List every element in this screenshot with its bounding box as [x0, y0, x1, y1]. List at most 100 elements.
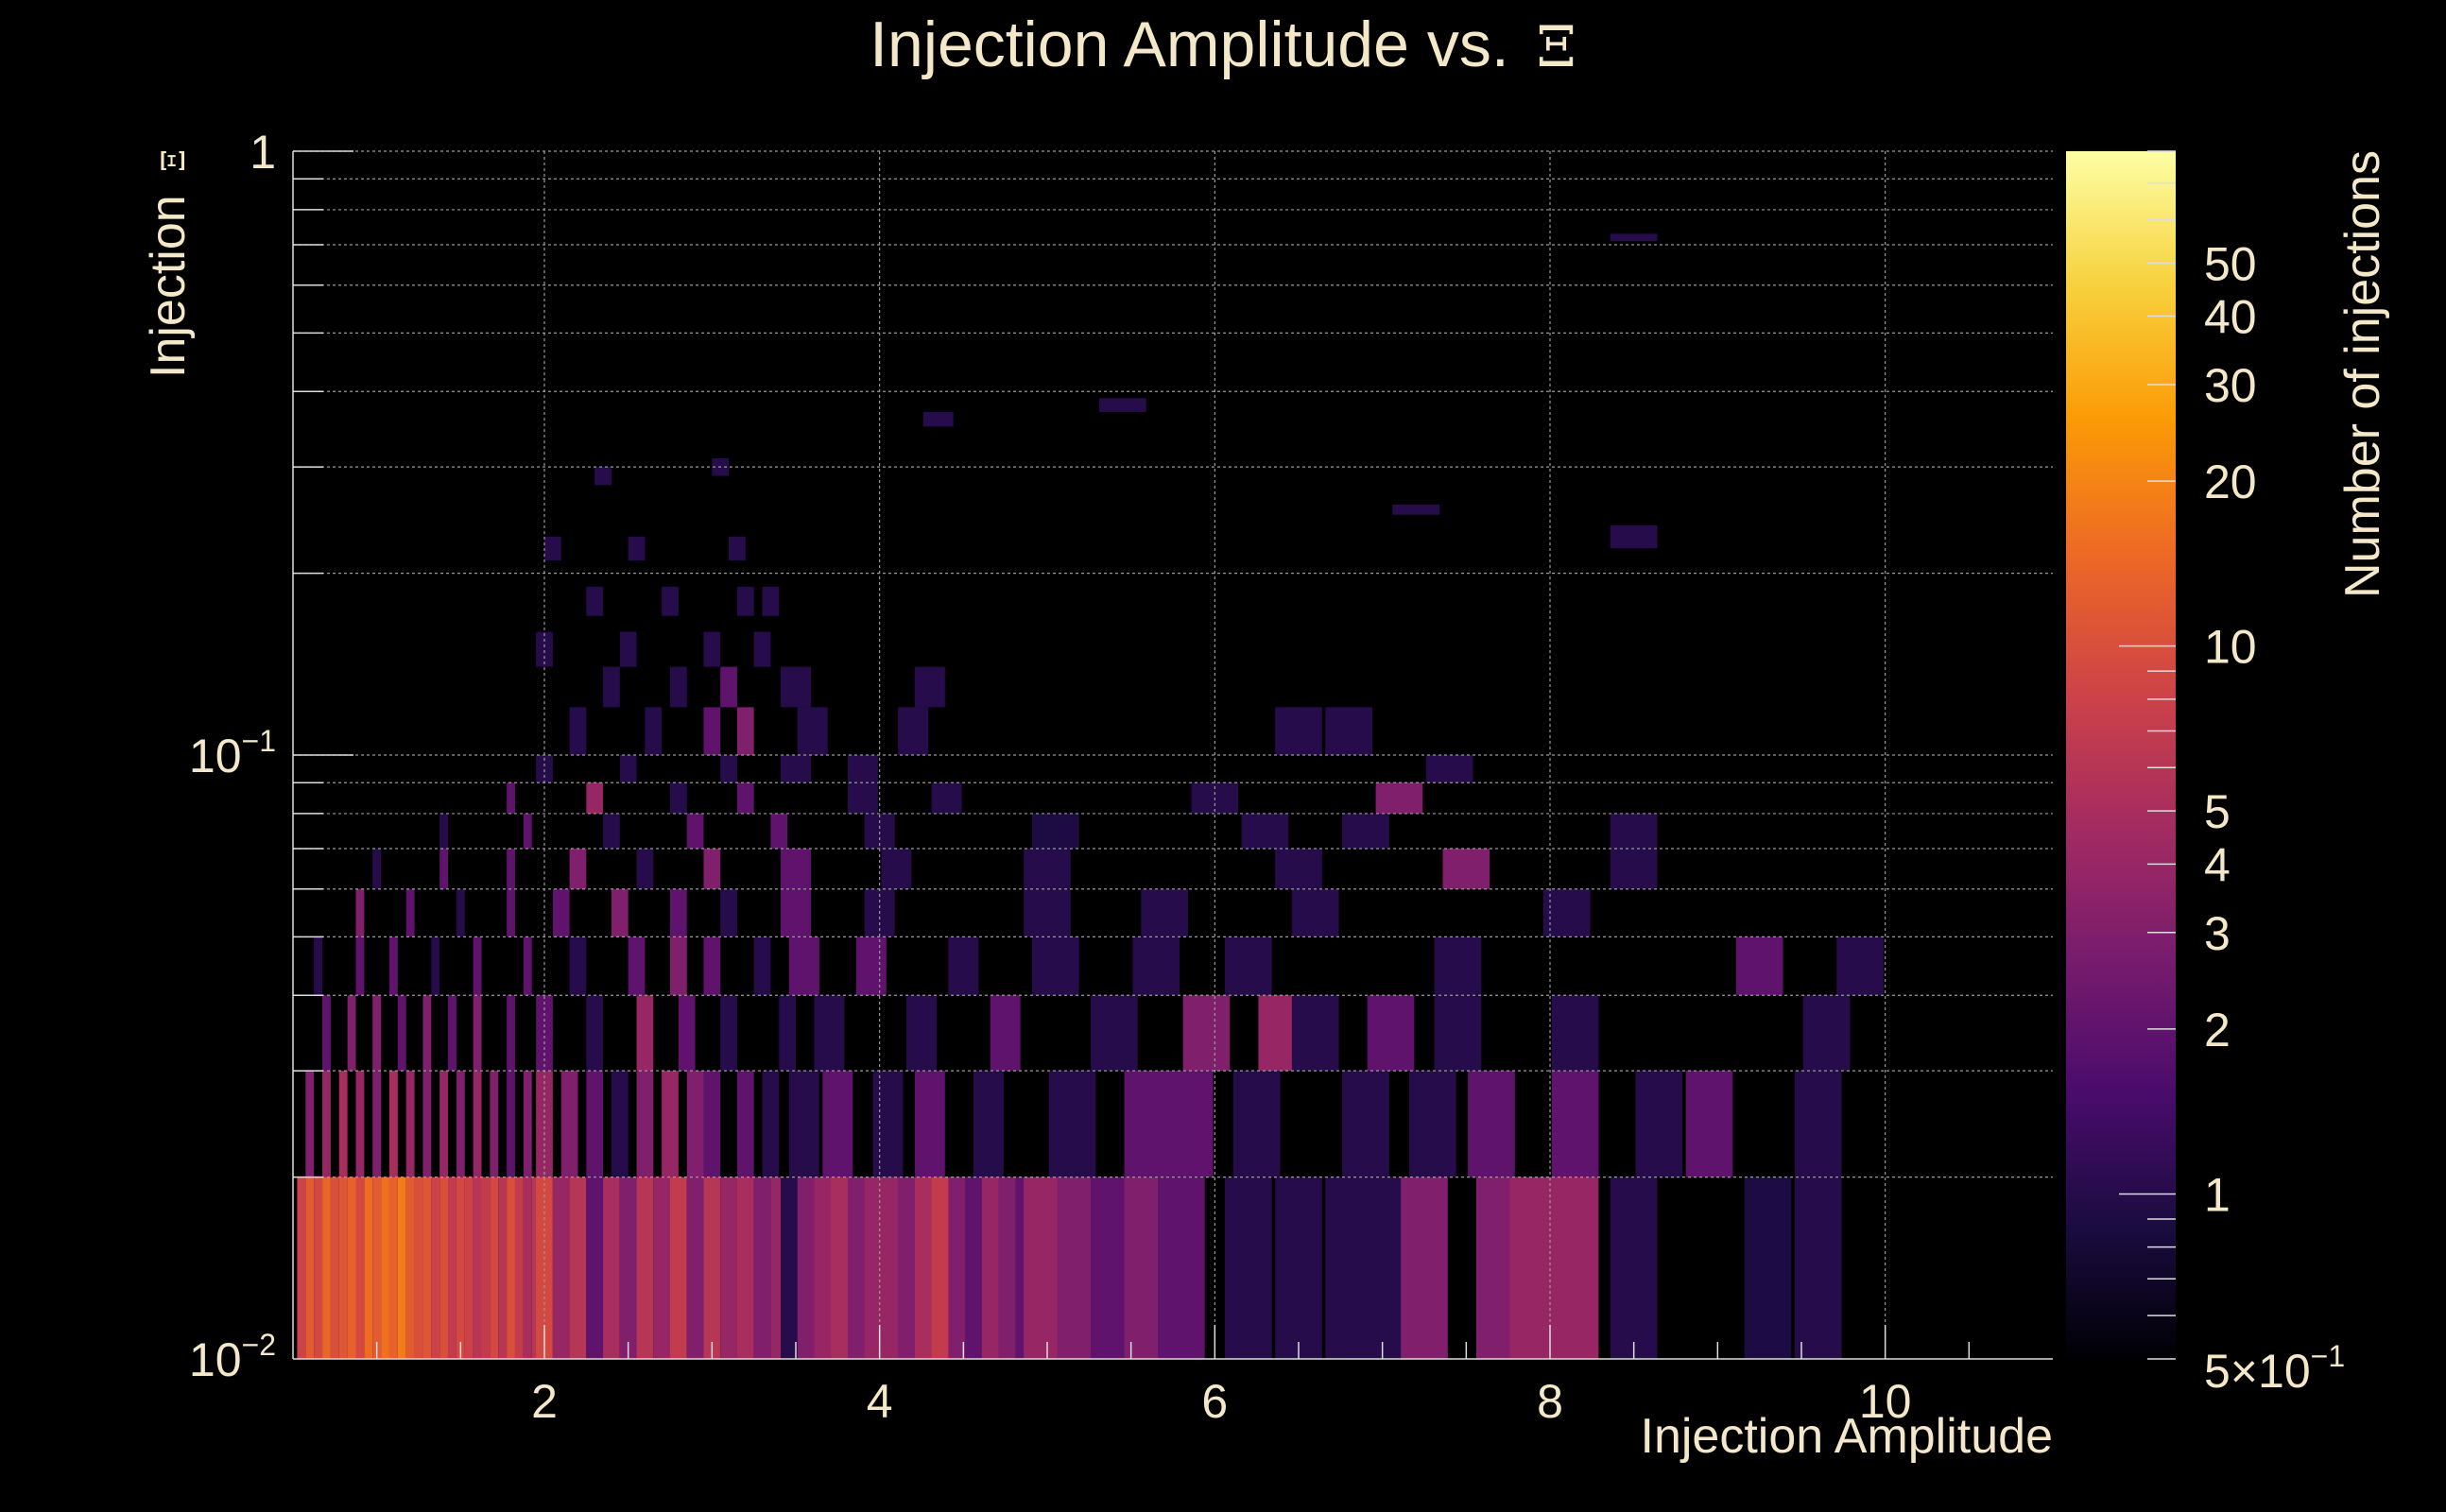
heatmap-cell: [544, 536, 561, 561]
heatmap-cell: [628, 536, 646, 561]
heatmap-cell: [1158, 1177, 1205, 1359]
heatmap-cell: [388, 1071, 398, 1177]
heatmap-cell: [720, 755, 737, 783]
heatmap-cell: [531, 1177, 541, 1359]
heatmap-cell: [973, 1071, 1004, 1177]
heatmap-cell: [372, 848, 382, 889]
y-tick-base: 10: [189, 1333, 242, 1386]
heatmap-cell: [753, 1177, 771, 1359]
heatmap-cell: [414, 1177, 423, 1359]
heatmap-cell: [636, 1177, 654, 1359]
heatmap-cell: [586, 586, 604, 616]
heatmap-cell: [338, 1177, 348, 1359]
heatmap-cell: [355, 936, 365, 996]
heatmap-cell: [1836, 936, 1884, 996]
heatmap-cell: [781, 848, 811, 889]
heatmap-cell: [788, 936, 819, 996]
heatmap-cell: [1291, 995, 1339, 1072]
heatmap-cell: [347, 995, 356, 1072]
heatmap-cell: [1232, 1071, 1281, 1177]
heatmap-cell: [523, 936, 532, 996]
x-tick-label: 2: [531, 1375, 558, 1428]
heatmap-cell: [439, 848, 449, 889]
heatmap-cell: [922, 411, 954, 427]
heatmap-cell: [703, 1177, 721, 1359]
x-tick-label: 6: [1201, 1375, 1228, 1428]
heatmap-cell: [322, 995, 331, 1072]
colorbar-tick-label: 40: [2204, 291, 2257, 344]
heatmap-cell: [305, 1177, 315, 1359]
heatmap-cell: [1551, 1071, 1599, 1177]
heatmap-cell: [881, 848, 912, 889]
heatmap-cell: [552, 1177, 570, 1359]
heatmap-cell: [1165, 1071, 1214, 1177]
chart-title-text: Injection Amplitude vs.: [870, 9, 1527, 80]
heatmap-cell: [670, 1177, 687, 1359]
x-tick-label: 10: [1859, 1375, 1912, 1428]
heatmap-cell: [779, 995, 796, 1072]
heatmap-cell: [1425, 755, 1473, 783]
heatmap-cell: [523, 1177, 532, 1359]
heatmap-cell: [670, 888, 687, 937]
heatmap-cell: [670, 666, 687, 708]
heatmap-cell: [305, 1071, 315, 1177]
heatmap-cell: [372, 1071, 382, 1177]
heatmap-cell: [1032, 936, 1079, 996]
heatmap-cell: [990, 995, 1021, 1072]
x-axis-label: Injection Amplitude: [1640, 1409, 2054, 1464]
heatmap-cell: [464, 1177, 474, 1359]
heatmap-cell: [507, 782, 515, 814]
heatmap-cell: [762, 1071, 780, 1177]
heatmap-cell: [523, 813, 532, 849]
heatmap-cell: [1635, 1071, 1683, 1177]
heatmap-cell: [1401, 1177, 1448, 1359]
heatmap-cell: [636, 995, 654, 1072]
heatmap-cell: [1685, 1071, 1733, 1177]
heatmap-cell: [619, 1177, 637, 1359]
heatmap-cell: [388, 936, 398, 996]
heatmap-cell: [448, 1177, 456, 1359]
heatmap-cell: [431, 1177, 440, 1359]
heatmap-cell: [1542, 888, 1591, 937]
heatmap-cell: [569, 707, 587, 755]
colorbar-tick-label: 50: [2204, 237, 2257, 290]
heatmap-cell: [720, 995, 737, 1072]
heatmap-cell: [536, 631, 553, 667]
heatmap-cell: [1434, 995, 1482, 1072]
heatmap-cell: [1409, 1071, 1456, 1177]
heatmap-cell: [906, 995, 937, 1072]
heatmap-cell: [322, 1177, 331, 1359]
heatmap-cells: [297, 233, 1884, 1359]
heatmap-cell: [1224, 1177, 1272, 1359]
heatmap-cell: [355, 888, 365, 937]
heatmap-cell: [1275, 848, 1322, 889]
heatmap-cell: [948, 936, 979, 996]
heatmap-cell: [619, 755, 637, 783]
heatmap-cell: [314, 1177, 323, 1359]
heatmap-cell: [736, 1177, 754, 1359]
colorbar-min-base: 5×10: [2204, 1345, 2311, 1398]
heatmap-cell: [536, 1177, 553, 1359]
y-tick-exponent: −2: [242, 1328, 276, 1362]
heatmap-cell: [322, 1071, 331, 1177]
heatmap-cell: [914, 666, 945, 708]
heatmap-cell: [1794, 1071, 1842, 1177]
heatmap-cell: [1141, 888, 1188, 937]
heatmap-cell: [1610, 848, 1658, 889]
heatmap-cell: [507, 1177, 515, 1359]
heatmap-cell: [456, 888, 465, 937]
heatmap-cell: [498, 1177, 508, 1359]
heatmap-cell: [1291, 888, 1339, 937]
heatmap-cell: [1342, 813, 1389, 849]
heatmap-cell: [490, 1071, 499, 1177]
heatmap-cell: [397, 1177, 406, 1359]
heatmap-cell: [931, 782, 962, 814]
heatmap-cell: [703, 707, 721, 755]
heatmap-cell: [855, 936, 887, 996]
heatmap-cell: [686, 813, 704, 849]
heatmap-cell: [1325, 707, 1373, 755]
heatmap-cell: [594, 467, 612, 486]
xi-symbol: Ξ: [1536, 14, 1576, 80]
heatmap-cell: [678, 995, 696, 1072]
